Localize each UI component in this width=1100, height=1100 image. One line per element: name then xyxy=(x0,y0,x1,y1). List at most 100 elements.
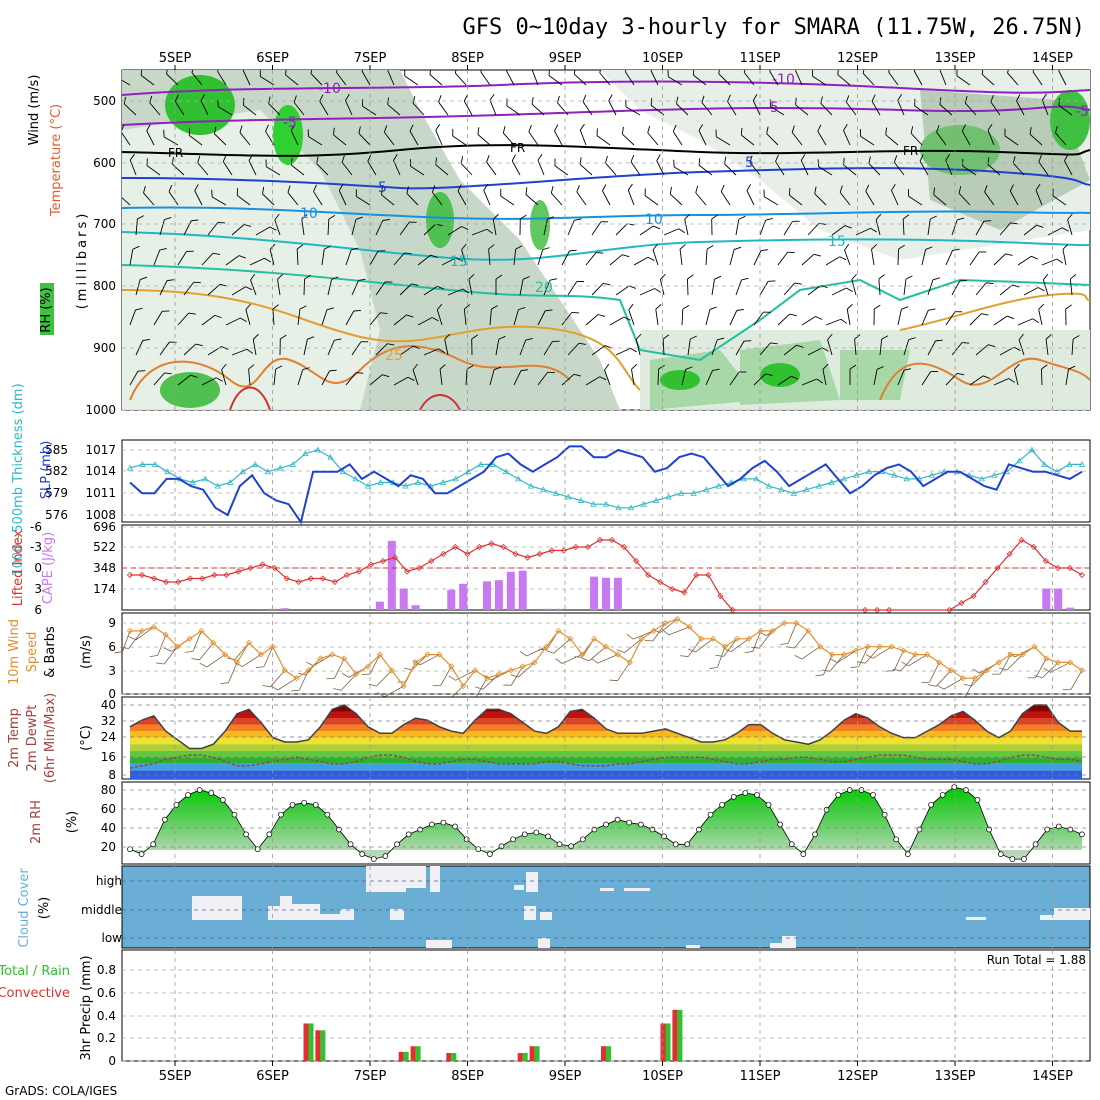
thickness-marker xyxy=(790,490,798,496)
date-label: 5SEP xyxy=(159,1069,192,1084)
rh-marker xyxy=(220,797,226,803)
wind-barb xyxy=(743,70,755,86)
wind-barb xyxy=(452,128,467,146)
wind-marker xyxy=(222,651,229,658)
axis-tick-label: 9 xyxy=(108,616,116,630)
wind-marker xyxy=(293,675,300,682)
date-label: 13SEP xyxy=(935,1069,976,1084)
li-marker xyxy=(524,554,531,561)
wind-barb xyxy=(1047,227,1069,236)
wind-barb xyxy=(681,304,690,326)
wind-barb xyxy=(650,98,665,116)
li-marker xyxy=(247,564,254,572)
surface-wind-barb xyxy=(609,662,631,682)
wind-barb xyxy=(729,371,747,386)
wind-barb xyxy=(489,305,498,326)
cloud-block-high xyxy=(406,866,426,888)
wind-barb xyxy=(672,124,683,146)
cloud-cover-panel xyxy=(121,865,1091,949)
wind-barb xyxy=(567,342,587,356)
rh-marker xyxy=(243,831,249,838)
cloud-block-low xyxy=(770,943,782,948)
contour-label: 20 xyxy=(535,280,553,296)
rh-marker xyxy=(150,841,157,848)
axis-tick-label: 1000 xyxy=(85,403,116,417)
axis-tick-labels: 5006007008009001000585582579576101710141… xyxy=(30,94,1090,1068)
wind-barb xyxy=(399,283,419,296)
wind-barb xyxy=(873,304,881,326)
thickness-marker xyxy=(264,468,271,475)
wind-barb xyxy=(812,70,827,86)
wind-barb xyxy=(695,185,707,206)
isotherm-25 xyxy=(122,289,641,391)
rh-marker xyxy=(928,801,934,808)
li-marker xyxy=(151,575,158,582)
wind-marker xyxy=(353,671,360,678)
li-marker xyxy=(958,599,965,607)
wind-marker xyxy=(257,651,264,658)
precip-panel: Run Total = 1.88 xyxy=(121,949,1091,1062)
thickness-marker xyxy=(139,461,146,467)
wind-barb xyxy=(513,245,523,266)
li-marker xyxy=(970,592,977,600)
wind-barb xyxy=(891,184,899,206)
wind-marker xyxy=(531,659,538,666)
slp-panel-frame xyxy=(121,439,1091,523)
surface-wind-barb xyxy=(921,662,940,684)
wind-barb xyxy=(681,366,693,386)
wind-marker xyxy=(602,643,610,650)
rh-marker xyxy=(626,819,633,826)
wind-barb xyxy=(477,127,491,146)
wind-barb xyxy=(345,94,353,116)
rh-shade-region xyxy=(122,110,380,410)
rh-marker xyxy=(1009,856,1016,862)
thickness-marker xyxy=(402,482,409,489)
wind-barb xyxy=(468,273,475,296)
cloud-block-mid xyxy=(966,917,986,920)
wind-barb xyxy=(197,155,209,176)
wind-barb xyxy=(183,343,203,356)
rh-marker xyxy=(905,851,911,857)
cloud-block-mid xyxy=(268,906,280,920)
wind-barb xyxy=(201,377,223,386)
run-total-label: Run Total = 1.88 xyxy=(987,953,1086,967)
contour-label: 5 xyxy=(378,180,387,196)
wind-barb xyxy=(705,245,714,266)
isotherm-35 xyxy=(229,386,461,410)
wind-barb xyxy=(936,125,947,146)
thickness-marker xyxy=(414,479,422,485)
wind-barb xyxy=(875,213,882,236)
wind-barb xyxy=(393,376,415,386)
axis-tick-label: 1011 xyxy=(85,486,116,500)
wind-marker xyxy=(757,627,764,634)
wind-barb xyxy=(579,123,587,146)
thickness-marker xyxy=(577,497,585,503)
wind-barb xyxy=(417,254,438,266)
surface-wind-barb xyxy=(333,674,357,691)
wind-barb xyxy=(1071,335,1080,356)
wind-barb xyxy=(511,154,521,176)
wind-barb xyxy=(851,273,857,296)
wind-barb xyxy=(846,303,853,326)
contour-label: FR xyxy=(168,146,183,160)
upper-units-label: (millibars) xyxy=(75,211,90,310)
wind-barb xyxy=(231,224,252,236)
wind-barb xyxy=(752,94,761,116)
thickness-marker xyxy=(1041,461,1048,467)
wind-barb xyxy=(1062,243,1069,266)
li-marker xyxy=(295,578,302,586)
thickness-marker xyxy=(552,490,560,496)
li-marker xyxy=(211,571,218,579)
wind-barb xyxy=(177,312,196,326)
wind-barb xyxy=(489,366,502,386)
wind-marker xyxy=(769,627,776,634)
surface-wind-barb xyxy=(191,642,214,661)
isotherm-15 xyxy=(122,231,1090,261)
surface-wind-barb xyxy=(999,654,1023,671)
rh-marker xyxy=(498,843,505,850)
wind-marker xyxy=(662,619,669,627)
surface-wind-barb xyxy=(857,646,881,664)
surface-wind-barb xyxy=(963,670,988,687)
axis-tick-label: -6 xyxy=(30,520,42,534)
li-marker xyxy=(235,568,242,575)
